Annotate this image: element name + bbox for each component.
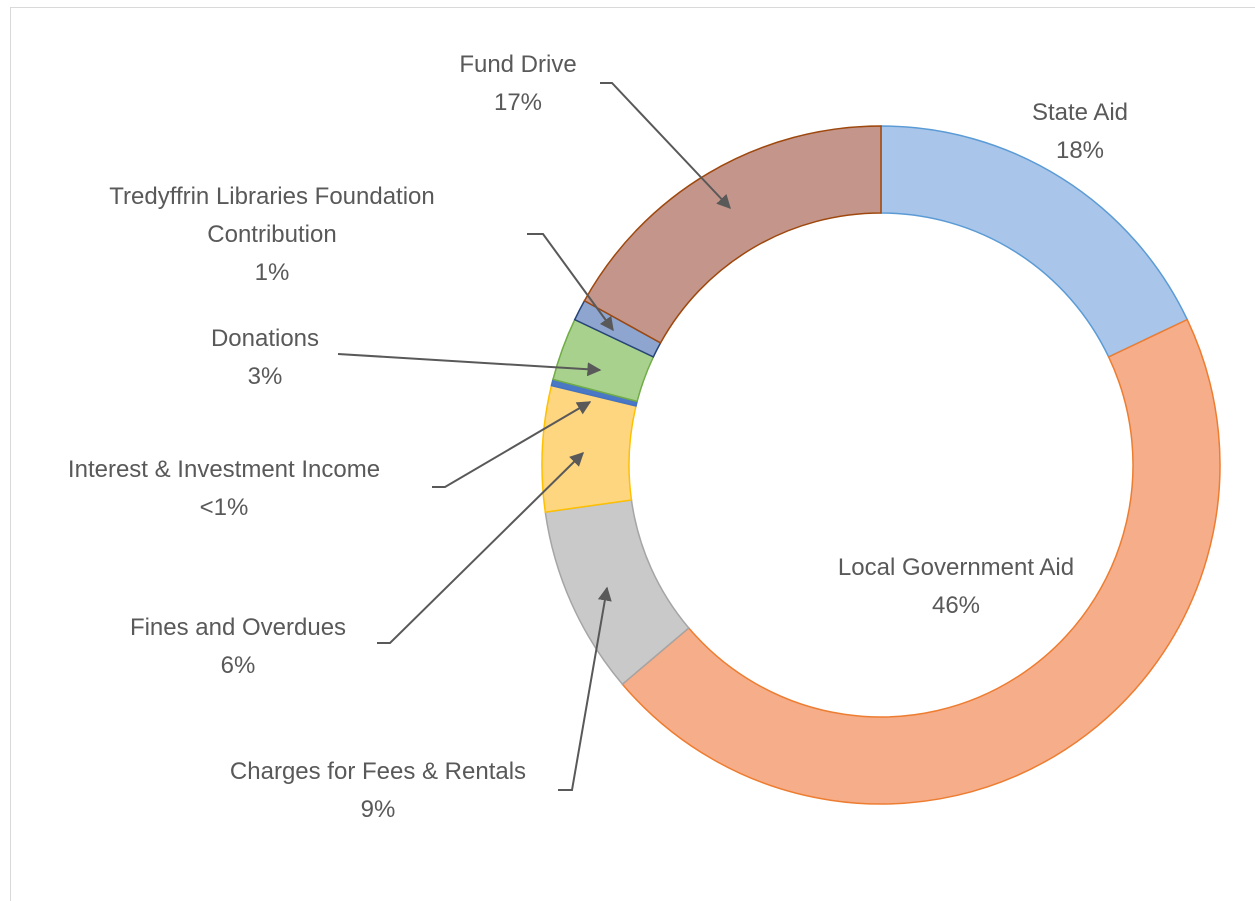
slices: [541, 125, 1221, 805]
data-label: State Aid 18%: [870, 94, 1255, 170]
data-label: Local Government Aid 46%: [746, 549, 1166, 625]
slice: [621, 318, 1221, 805]
leader-line: [600, 82, 731, 210]
value-label: 46%: [931, 592, 981, 619]
data-label: Tredyffrin Libraries Foundation Contribu…: [62, 178, 482, 292]
value-label: 6%: [220, 652, 256, 679]
data-label: Fund Drive 17%: [308, 46, 728, 122]
category-label: Tredyffrin Libraries Foundation Contribu…: [109, 183, 435, 248]
value-label: 1%: [254, 259, 290, 286]
data-label: Charges for Fees & Rentals 9%: [168, 753, 588, 829]
category-label: Fund Drive: [459, 51, 577, 78]
data-label: Donations 3%: [55, 320, 475, 396]
category-label: Donations: [210, 325, 320, 352]
value-label: 17%: [493, 89, 543, 116]
leader-lines: [337, 82, 731, 791]
category-label: Interest & Investment Income: [67, 456, 381, 483]
value-label: 9%: [360, 796, 396, 823]
leader-line: [337, 353, 602, 377]
data-label: Interest & Investment Income <1%: [14, 451, 434, 527]
slice: [583, 125, 882, 344]
data-label: Fines and Overdues 6%: [28, 609, 448, 685]
leader-line: [527, 233, 614, 332]
value-label: 18%: [1055, 137, 1105, 164]
category-label: Local Government Aid: [837, 554, 1075, 581]
category-label: State Aid: [1031, 99, 1129, 126]
slice: [541, 384, 637, 513]
value-label: 3%: [247, 363, 283, 390]
category-label: Fines and Overdues: [129, 614, 347, 641]
value-label: <1%: [199, 494, 249, 521]
leader-line: [432, 401, 592, 488]
chart-frame: [10, 7, 1255, 901]
category-label: Charges for Fees & Rentals: [229, 758, 527, 785]
leader-line: [377, 452, 584, 644]
leader-line: [558, 586, 612, 791]
